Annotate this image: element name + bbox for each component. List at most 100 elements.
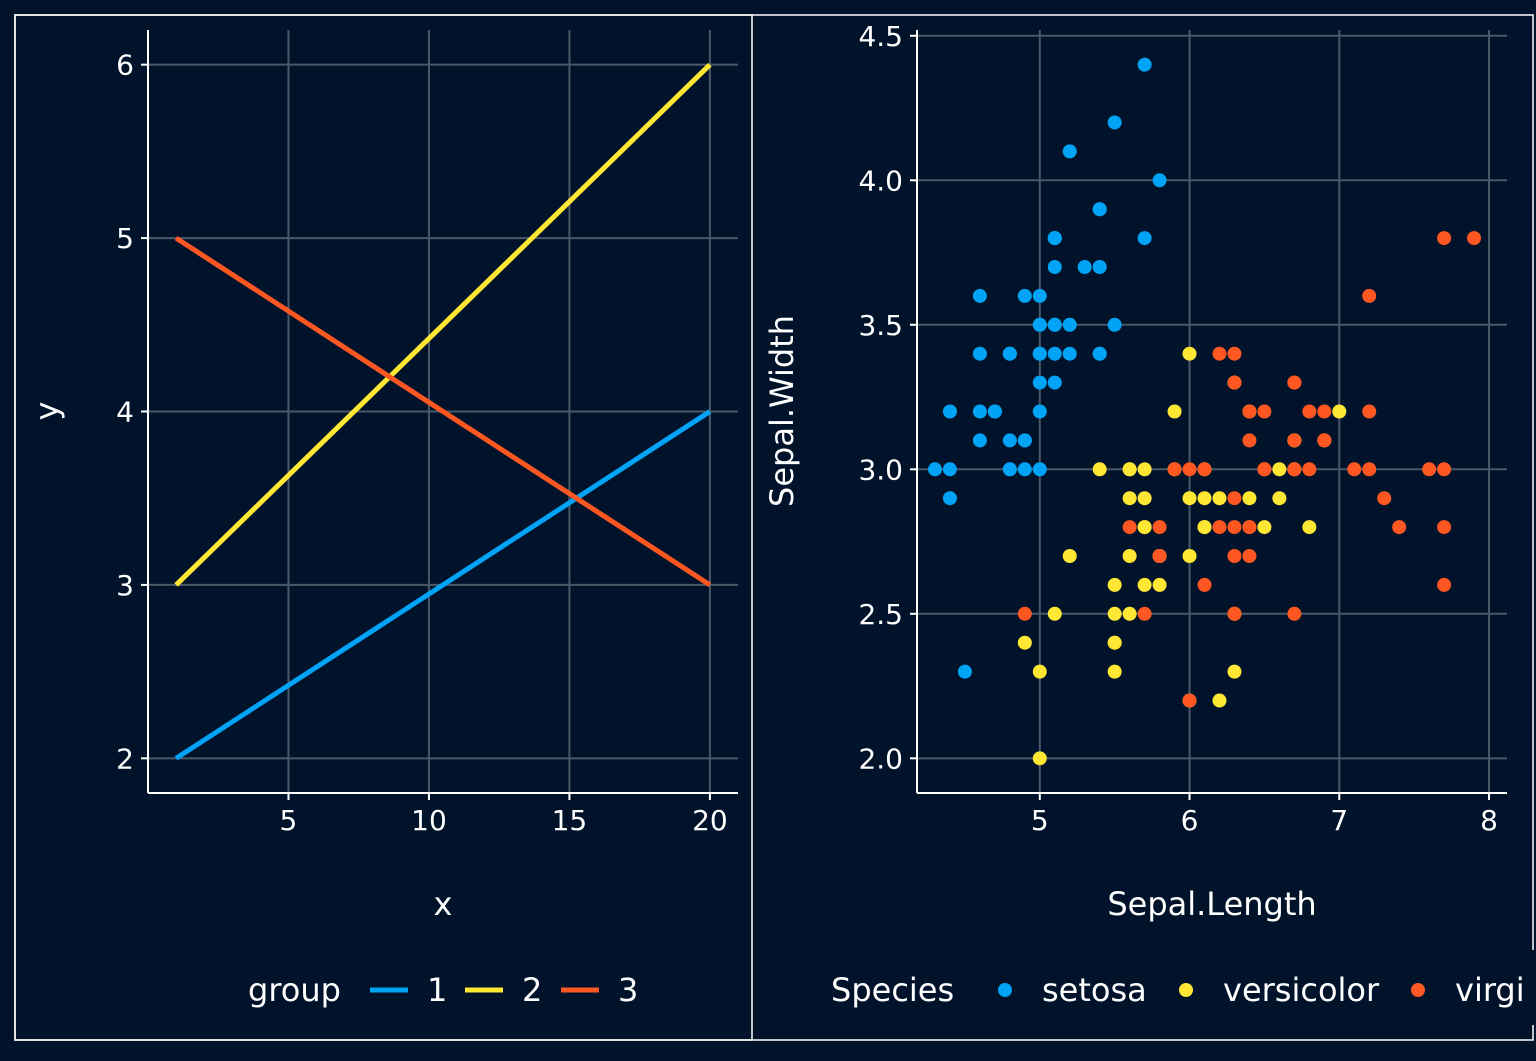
left-y-tick-label: 2 (116, 742, 134, 775)
point-setosa (987, 404, 1002, 419)
right-y-tick-label: 4.5 (858, 20, 903, 53)
point-virginica (1362, 288, 1377, 303)
point-virginica (1182, 693, 1197, 708)
point-setosa (972, 288, 987, 303)
point-versicolor (1047, 606, 1062, 621)
point-versicolor (1062, 549, 1077, 564)
point-versicolor (1242, 491, 1257, 506)
point-virginica (1227, 375, 1242, 390)
point-virginica (1287, 375, 1302, 390)
point-setosa (1032, 288, 1047, 303)
point-versicolor (1137, 491, 1152, 506)
point-setosa (927, 462, 942, 477)
point-versicolor (1257, 520, 1272, 535)
point-versicolor (1092, 462, 1107, 477)
point-virginica (1302, 404, 1317, 419)
left-y-tick-label: 3 (116, 569, 134, 602)
point-setosa (1137, 231, 1152, 246)
series-line-2 (174, 62, 712, 587)
point-setosa (1047, 231, 1062, 246)
point-setosa (1092, 346, 1107, 361)
point-setosa (1002, 346, 1017, 361)
left-x-tick-label: 5 (280, 804, 298, 837)
point-virginica (1182, 462, 1197, 477)
legend-label-3: 3 (618, 971, 638, 1009)
scatter-chart-x-ticks: 5 6 7 8 (1031, 793, 1498, 837)
point-versicolor (1197, 520, 1212, 535)
legend-label-1: 1 (427, 971, 447, 1009)
point-versicolor (1122, 606, 1137, 621)
legend-key-virginica (1411, 983, 1425, 997)
point-virginica (1422, 462, 1437, 477)
point-virginica (1347, 462, 1362, 477)
line-chart-x-axis-title: x (434, 885, 453, 923)
point-setosa (1047, 259, 1062, 274)
point-virginica (1242, 520, 1257, 535)
legend-key-versicolor (1179, 983, 1193, 997)
point-virginica (1242, 433, 1257, 448)
right-x-tick-label: 6 (1181, 804, 1199, 837)
point-virginica (1167, 462, 1182, 477)
point-virginica (1467, 231, 1482, 246)
right-x-tick-label: 7 (1330, 804, 1348, 837)
point-virginica (1227, 520, 1242, 535)
series-line-1 (174, 409, 712, 761)
legend-clip-mask (1522, 950, 1536, 1025)
point-setosa (1152, 173, 1167, 188)
point-virginica (1392, 520, 1407, 535)
point-setosa (1047, 317, 1062, 332)
scatter-chart-y-ticks: 2.0 2.5 3.0 3.5 4.0 4.5 (858, 20, 917, 775)
point-versicolor (1107, 577, 1122, 592)
point-setosa (972, 433, 987, 448)
point-setosa (1017, 462, 1032, 477)
point-versicolor (1182, 549, 1197, 564)
scatter-chart-points (927, 57, 1482, 766)
point-virginica (1227, 606, 1242, 621)
point-setosa (1107, 317, 1122, 332)
point-versicolor (1137, 462, 1152, 477)
point-versicolor (1227, 664, 1242, 679)
point-virginica (1212, 520, 1227, 535)
point-virginica (1197, 462, 1212, 477)
point-setosa (942, 462, 957, 477)
legend-label-2: 2 (522, 971, 542, 1009)
legend-label-versicolor: versicolor (1223, 971, 1380, 1009)
point-versicolor (1212, 693, 1227, 708)
point-virginica (1362, 404, 1377, 419)
line-chart-x-ticks: 5 10 15 20 (280, 793, 728, 837)
point-versicolor (1197, 491, 1212, 506)
point-versicolor (1107, 664, 1122, 679)
point-versicolor (1332, 404, 1347, 419)
point-setosa (942, 404, 957, 419)
point-setosa (1047, 346, 1062, 361)
point-versicolor (1152, 577, 1167, 592)
point-versicolor (1137, 577, 1152, 592)
left-x-tick-label: 15 (552, 804, 588, 837)
legend-label-setosa: setosa (1042, 971, 1147, 1009)
point-virginica (1197, 577, 1212, 592)
right-y-tick-label: 3.5 (858, 309, 903, 342)
point-setosa (1017, 288, 1032, 303)
line-chart-panel-border (14, 14, 753, 1041)
point-virginica (1317, 404, 1332, 419)
point-setosa (1092, 259, 1107, 274)
point-virginica (1362, 462, 1377, 477)
point-setosa (1062, 346, 1077, 361)
line-chart-series (174, 62, 712, 761)
point-virginica (1257, 462, 1272, 477)
point-virginica (1257, 404, 1272, 419)
point-virginica (1242, 549, 1257, 564)
left-x-tick-label: 20 (692, 804, 728, 837)
line-chart-legend-title: group (248, 971, 341, 1009)
left-y-tick-label: 6 (116, 49, 134, 82)
left-y-tick-label: 4 (116, 396, 134, 429)
point-setosa (1107, 115, 1122, 130)
point-setosa (1032, 375, 1047, 390)
point-setosa (1017, 433, 1032, 448)
point-setosa (1032, 346, 1047, 361)
right-y-tick-label: 3.0 (858, 453, 903, 486)
point-versicolor (1182, 491, 1197, 506)
